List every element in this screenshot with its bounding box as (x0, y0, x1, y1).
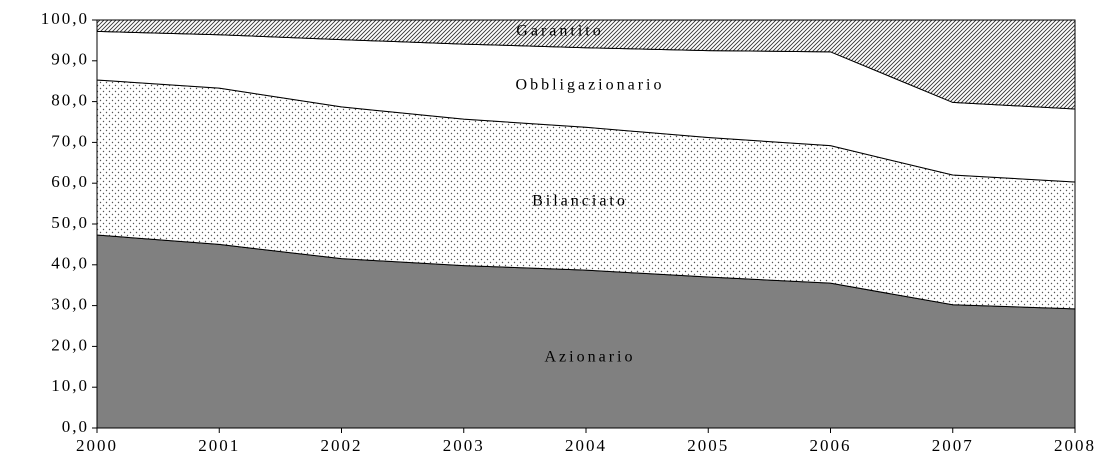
x-tick-label: 2000 (76, 436, 118, 455)
y-tick-label: 80,0 (51, 91, 89, 110)
x-tick-label: 2002 (321, 436, 363, 455)
y-tick-label: 90,0 (51, 50, 89, 69)
x-tick-label: 2008 (1054, 436, 1096, 455)
y-tick-label: 50,0 (51, 213, 89, 232)
x-tick-label: 2003 (443, 436, 485, 455)
y-tick-label: 20,0 (51, 335, 89, 354)
y-tick-label: 30,0 (51, 295, 89, 314)
x-tick-label: 2001 (198, 436, 240, 455)
x-tick-label: 2005 (687, 436, 729, 455)
x-tick-label: 2004 (565, 436, 607, 455)
series-label: Obbligazionario (516, 77, 665, 94)
y-tick-label: 40,0 (51, 254, 89, 273)
x-tick-label: 2006 (810, 436, 852, 455)
series-label: Bilanciato (532, 193, 628, 210)
y-tick-label: 0,0 (62, 417, 89, 436)
y-tick-label: 60,0 (51, 172, 89, 191)
y-tick-label: 10,0 (51, 376, 89, 395)
y-tick-label: 70,0 (51, 131, 89, 150)
x-tick-label: 2007 (932, 436, 974, 455)
y-tick-label: 100,0 (41, 9, 89, 28)
series-label: Garantito (516, 23, 603, 40)
series-label: Azionario (545, 349, 636, 366)
